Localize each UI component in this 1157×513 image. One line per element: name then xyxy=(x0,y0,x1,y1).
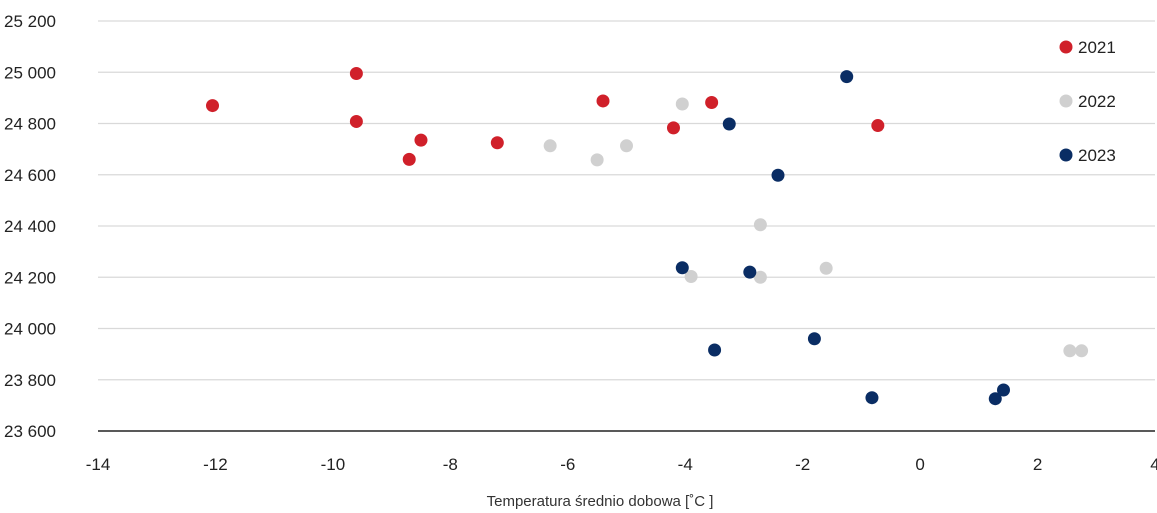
y-tick-label: 25 200 xyxy=(4,12,56,31)
data-point-2023 xyxy=(988,392,1002,406)
data-point-2022 xyxy=(675,97,689,111)
data-point-2023 xyxy=(708,343,722,357)
data-point-2023 xyxy=(675,261,689,275)
data-point-2022 xyxy=(753,270,767,284)
x-axis-tick-labels: -14 -12 -10 -8 -6 -4 -2 0 2 4 xyxy=(86,455,1157,474)
x-axis-title: Temperatura średnio dobowa [˚C ] xyxy=(487,493,714,510)
data-point-2023 xyxy=(807,332,821,346)
data-point-2023 xyxy=(865,391,879,405)
y-tick-label: 24 600 xyxy=(4,166,56,185)
data-point-2021 xyxy=(666,121,680,135)
y-tick-label: 23 600 xyxy=(4,422,56,441)
data-point-2022 xyxy=(1075,344,1089,358)
legend: 2021 2022 2023 xyxy=(1059,38,1116,165)
data-point-2022 xyxy=(684,269,698,283)
data-point-2021 xyxy=(596,94,610,108)
x-tick-label: -10 xyxy=(321,455,346,474)
y-tick-label: 24 200 xyxy=(4,268,56,287)
y-tick-label: 24 000 xyxy=(4,320,56,339)
x-tick-label: -8 xyxy=(443,455,458,474)
data-point-2022 xyxy=(590,153,604,167)
data-point-2022 xyxy=(819,261,833,275)
data-point-2021 xyxy=(206,99,220,113)
legend-label: 2023 xyxy=(1078,146,1116,165)
x-tick-label: -12 xyxy=(203,455,228,474)
data-point-2022 xyxy=(753,218,767,232)
data-point-2022 xyxy=(620,139,633,153)
legend-label: 2022 xyxy=(1078,92,1116,111)
x-tick-label: 0 xyxy=(915,455,924,474)
y-tick-label: 25 000 xyxy=(4,63,56,82)
data-point-2021 xyxy=(414,133,428,147)
legend-entry-2023: 2023 xyxy=(1059,146,1116,165)
x-tick-label: 2 xyxy=(1033,455,1042,474)
data-point-2021 xyxy=(349,67,363,81)
data-point-2021 xyxy=(705,95,719,109)
data-point-2021 xyxy=(349,114,363,128)
data-point-2022 xyxy=(543,139,557,153)
y-tick-label: 24 800 xyxy=(4,115,56,134)
x-tick-label: -6 xyxy=(560,455,575,474)
data-point-2023 xyxy=(743,265,757,279)
data-point-2022 xyxy=(1063,344,1077,358)
x-tick-label: 4 xyxy=(1150,455,1157,474)
data-point-2021 xyxy=(402,152,416,166)
legend-entry-2021: 2021 xyxy=(1059,38,1116,57)
legend-entry-2022: 2022 xyxy=(1059,92,1116,111)
data-point-2023 xyxy=(722,117,736,131)
legend-label: 2021 xyxy=(1078,38,1116,57)
data-point-2023 xyxy=(840,70,854,84)
x-tick-label: -2 xyxy=(795,455,810,474)
legend-marker xyxy=(1059,40,1073,54)
data-point-2023 xyxy=(771,168,785,182)
y-tick-label: 23 800 xyxy=(4,371,56,390)
grid-lines xyxy=(98,20,1155,381)
x-tick-label: -4 xyxy=(678,455,693,474)
x-tick-label: -14 xyxy=(86,455,111,474)
y-axis-tick-labels: 23 600 23 800 24 000 24 200 24 400 24 600 24 8… xyxy=(4,12,56,441)
data-points xyxy=(206,67,1089,406)
data-point-2023 xyxy=(996,383,1010,397)
legend-marker xyxy=(1059,94,1073,108)
data-point-2021 xyxy=(490,136,504,150)
data-point-2021 xyxy=(871,119,885,133)
legend-marker xyxy=(1059,148,1073,162)
y-tick-label: 24 400 xyxy=(4,217,56,236)
